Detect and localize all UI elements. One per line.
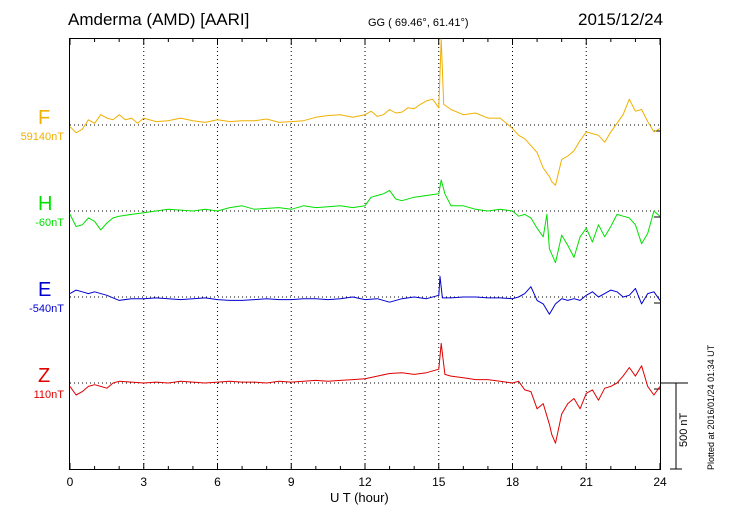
x-tick-label: 15	[432, 475, 446, 489]
scale-bar-label: 500 nT	[678, 412, 690, 447]
component-baseline-z: 110nT	[33, 389, 64, 401]
component-letter-z: Z	[38, 365, 51, 387]
series-traces	[69, 38, 661, 444]
component-baseline-e: -540nT	[29, 303, 64, 315]
scale-bar	[660, 382, 688, 470]
x-tick-label: 3	[140, 475, 147, 489]
component-letter-e: E	[38, 279, 52, 301]
x-axis-ticks: 0 3 6 9 12 15 18 21 24	[67, 39, 667, 489]
series-line-z	[69, 342, 661, 444]
grid-lines	[70, 39, 660, 469]
component-letter-h: H	[38, 193, 53, 215]
series-line-f	[69, 38, 661, 186]
x-axis-label: U T (hour)	[330, 490, 389, 505]
component-baseline-h: -60nT	[35, 217, 64, 229]
station-coordinates: GG ( 69.46°, 61.41°)	[368, 17, 469, 29]
x-tick-label: 21	[580, 475, 594, 489]
series-line-e	[69, 275, 661, 315]
chart-date: 2015/12/24	[578, 10, 664, 29]
component-baseline-f: 59140nT	[20, 131, 64, 143]
x-tick-label: 24	[653, 475, 667, 489]
plot-frame	[69, 38, 661, 470]
x-tick-label: 6	[214, 475, 221, 489]
chart-title: Amderma (AMD) [AARI]	[68, 10, 250, 29]
x-tick-label: 9	[288, 475, 295, 489]
plotted-timestamp: Plotted at 2016/01/24 01:34 UT	[706, 344, 716, 470]
component-letter-f: F	[38, 107, 51, 129]
x-tick-label: 0	[67, 475, 74, 489]
series-line-h	[69, 179, 661, 264]
x-tick-label: 12	[358, 475, 372, 489]
x-tick-label: 18	[506, 475, 520, 489]
